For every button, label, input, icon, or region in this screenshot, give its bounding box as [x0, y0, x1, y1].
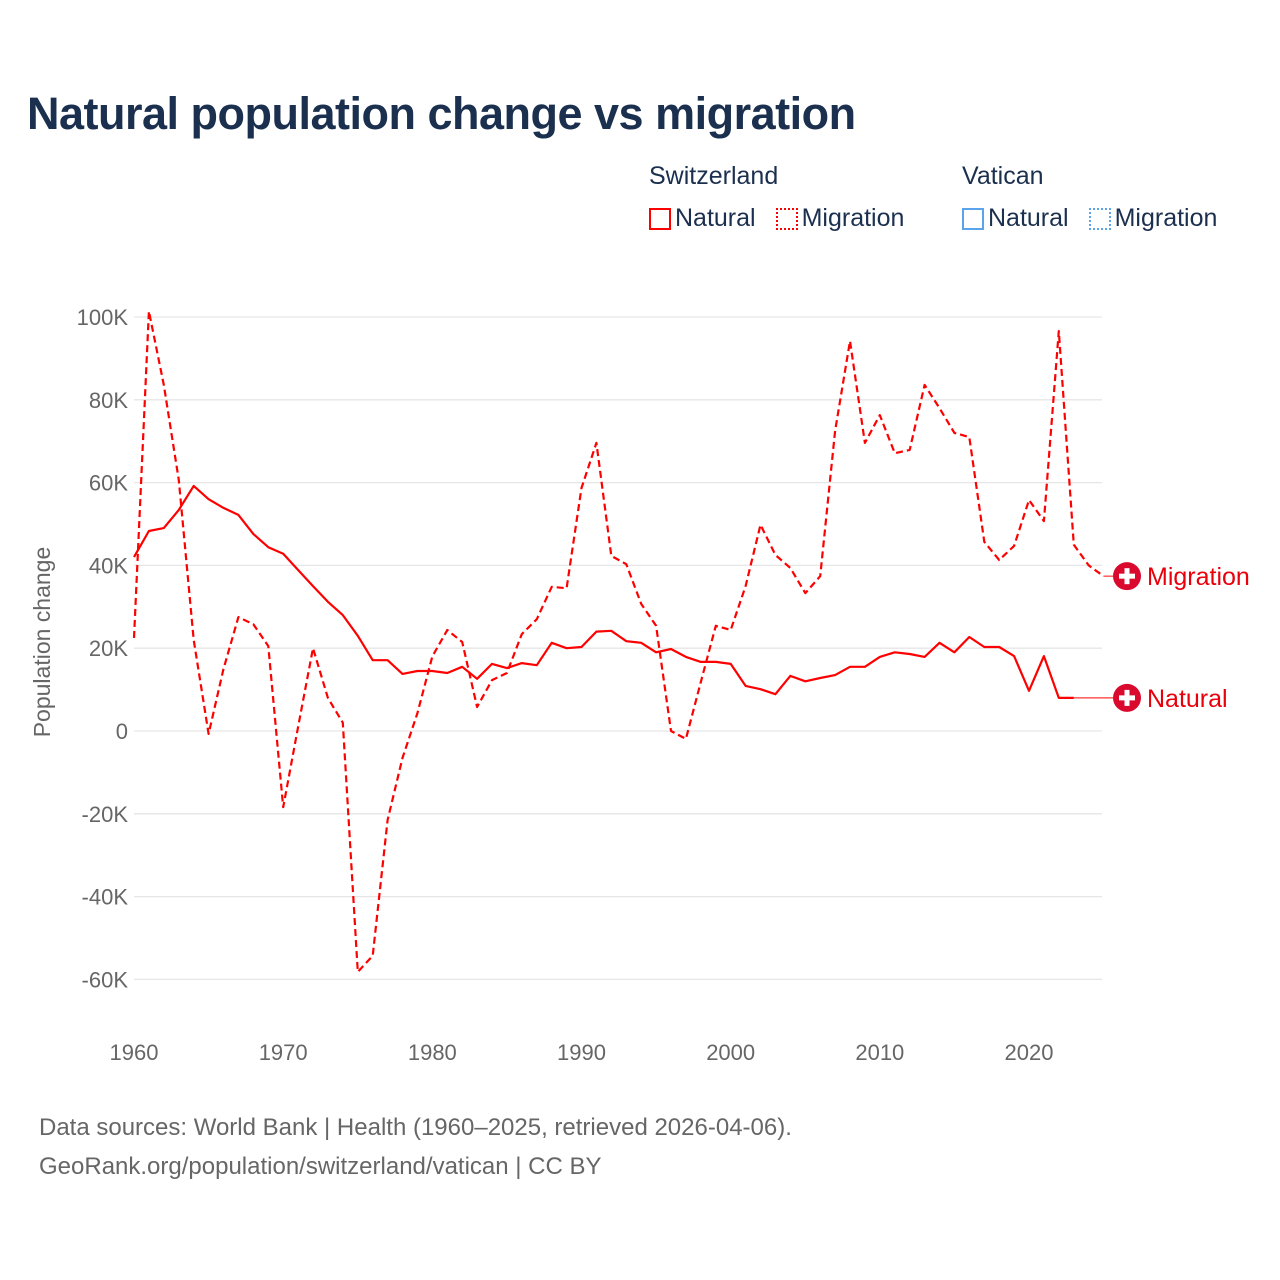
legend-label: Migration — [801, 204, 905, 232]
x-tick-label: 1990 — [557, 1040, 606, 1065]
y-axis-label: Population change — [29, 547, 55, 738]
x-tick-label: 2020 — [1005, 1040, 1054, 1065]
legend-item-vatican-natural[interactable]: Natural — [962, 204, 1069, 233]
series-line-natural — [133, 484, 1074, 699]
legend-item-switzerland-migration[interactable]: Migration — [775, 204, 905, 233]
legend-swatch-solid — [649, 207, 671, 230]
y-tick-label: 80K — [89, 388, 128, 413]
legend-group-vatican: Vatican Natural Migration — [962, 162, 1217, 233]
end-label-migration: Migration — [1147, 563, 1250, 591]
y-tick-label: -40K — [82, 885, 129, 910]
x-tick-label: 1970 — [259, 1040, 308, 1065]
x-tick-label: 2000 — [706, 1040, 755, 1065]
y-tick-label: 0 — [116, 719, 128, 744]
legend-swatch-dotted — [775, 207, 798, 230]
legend-label: Natural — [988, 204, 1069, 232]
flag-cross — [1119, 573, 1135, 579]
x-tick-label: 1980 — [408, 1040, 457, 1065]
x-tick-label: 2010 — [855, 1040, 904, 1065]
legend-label: Migration — [1114, 204, 1218, 232]
chart-title: Natural population change vs migration — [27, 88, 856, 139]
y-tick-label: 100K — [77, 305, 129, 330]
y-tick-label: -20K — [82, 802, 129, 827]
legend-label: Natural — [675, 204, 756, 232]
series-line-migration — [132, 310, 1105, 973]
legend-group-label: Vatican — [962, 162, 1044, 190]
legend-group-switzerland: Switzerland Natural Migration — [649, 162, 904, 233]
x-tick-label: 1960 — [110, 1040, 159, 1065]
y-tick-label: 20K — [89, 636, 128, 661]
legend-item-vatican-migration[interactable]: Migration — [1088, 204, 1218, 233]
footer: Data sources: World Bank | Health (1960–… — [39, 1108, 792, 1186]
flag-cross — [1119, 695, 1135, 701]
y-tick-label: 60K — [89, 471, 128, 496]
y-tick-label: -60K — [82, 967, 129, 992]
legend-swatch-solid — [962, 207, 984, 230]
end-label-natural: Natural — [1147, 685, 1228, 713]
legend-swatch-dotted — [1088, 207, 1111, 230]
source-note: Data sources: World Bank | Health (1960–… — [39, 1114, 792, 1141]
attribution-link[interactable]: GeoRank.org/population/switzerland/vatic… — [39, 1153, 602, 1180]
y-tick-label: 40K — [89, 553, 128, 578]
legend-group-label: Switzerland — [649, 162, 779, 190]
legend-item-switzerland-natural[interactable]: Natural — [649, 204, 756, 233]
